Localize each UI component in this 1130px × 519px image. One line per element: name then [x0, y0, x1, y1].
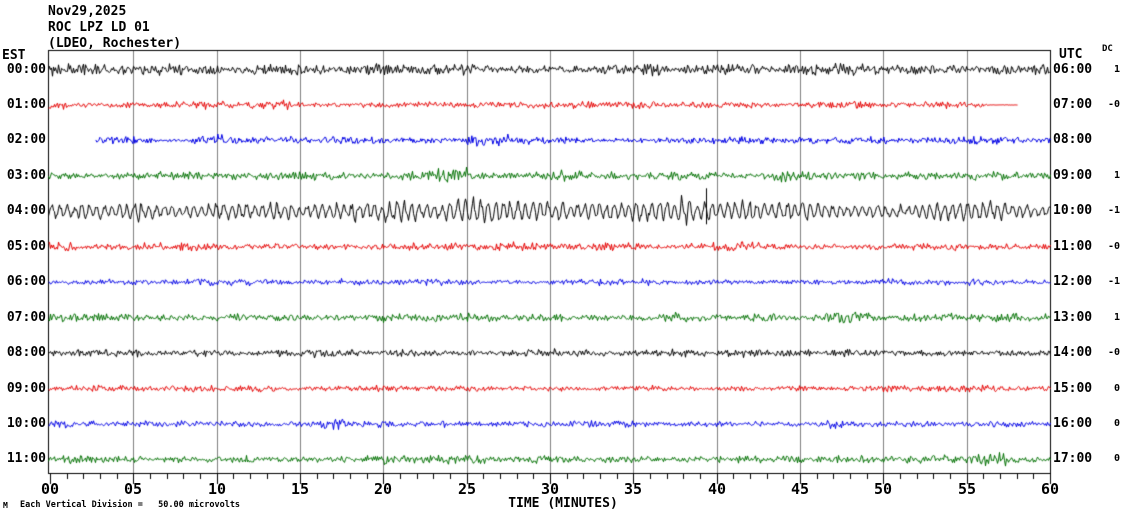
row-label-utc: 11:00 — [1053, 239, 1093, 254]
x-tick-label: 35 — [623, 480, 643, 498]
row-dc-value: -0 — [1107, 99, 1120, 110]
row-dc-value: 0 — [1113, 453, 1120, 464]
row-dc-value: -0 — [1107, 241, 1120, 252]
x-tick-label: 00 — [40, 480, 60, 498]
x-tick-label: 45 — [790, 480, 810, 498]
logo-mark: M — [3, 501, 8, 510]
row-label-utc: 08:00 — [1053, 132, 1093, 147]
row-label-utc: 06:00 — [1053, 62, 1093, 77]
title-location: (LDEO, Rochester) — [48, 36, 182, 51]
x-tick-label: 50 — [873, 480, 893, 498]
x-tick-label: 55 — [957, 480, 977, 498]
row-label-est: 04:00 — [6, 203, 46, 218]
row-label-est: 11:00 — [6, 451, 46, 466]
row-dc-value: 0 — [1113, 418, 1120, 429]
x-tick-label: 10 — [207, 480, 227, 498]
row-label-est: 02:00 — [6, 132, 46, 147]
row-dc-value: -1 — [1107, 276, 1120, 287]
row-dc-value: 1 — [1113, 170, 1120, 181]
row-label-est: 05:00 — [6, 239, 46, 254]
row-label-utc: 10:00 — [1053, 203, 1093, 218]
row-dc-value: -0 — [1107, 347, 1120, 358]
row-label-utc: 17:00 — [1053, 451, 1093, 466]
row-label-est: 09:00 — [6, 381, 46, 396]
x-axis-title: TIME (MINUTES) — [508, 496, 618, 511]
dc-header: DC — [1102, 44, 1113, 54]
est-header: EST — [2, 48, 26, 63]
row-label-utc: 16:00 — [1053, 416, 1093, 431]
title-date: Nov29,2025 — [48, 4, 127, 19]
row-label-est: 01:00 — [6, 97, 46, 112]
row-label-est: 08:00 — [6, 345, 46, 360]
x-tick-label: 25 — [457, 480, 477, 498]
row-dc-value: -1 — [1107, 205, 1120, 216]
x-tick-label: 60 — [1040, 480, 1060, 498]
row-label-est: 03:00 — [6, 168, 46, 183]
row-label-utc: 12:00 — [1053, 274, 1093, 289]
x-tick-label: 30 — [540, 480, 560, 498]
x-tick-label: 40 — [707, 480, 727, 498]
row-label-est: 00:00 — [6, 62, 46, 77]
x-tick-label: 05 — [123, 480, 143, 498]
row-label-utc: 14:00 — [1053, 345, 1093, 360]
utc-header: UTC — [1059, 47, 1083, 62]
row-dc-value: 1 — [1113, 312, 1120, 323]
row-label-utc: 07:00 — [1053, 97, 1093, 112]
x-tick-label: 20 — [373, 480, 393, 498]
row-dc-value: 0 — [1113, 383, 1120, 394]
row-label-utc: 15:00 — [1053, 381, 1093, 396]
row-label-utc: 09:00 — [1053, 168, 1093, 183]
row-label-est: 10:00 — [6, 416, 46, 431]
x-tick-label: 15 — [290, 480, 310, 498]
row-label-est: 06:00 — [6, 274, 46, 289]
row-label-est: 07:00 — [6, 310, 46, 325]
title-station: ROC LPZ LD 01 — [48, 20, 150, 35]
row-dc-value: 1 — [1113, 64, 1120, 75]
row-label-utc: 13:00 — [1053, 310, 1093, 325]
scale-note: Each Vertical Division = 50.00 microvolt… — [20, 500, 241, 510]
